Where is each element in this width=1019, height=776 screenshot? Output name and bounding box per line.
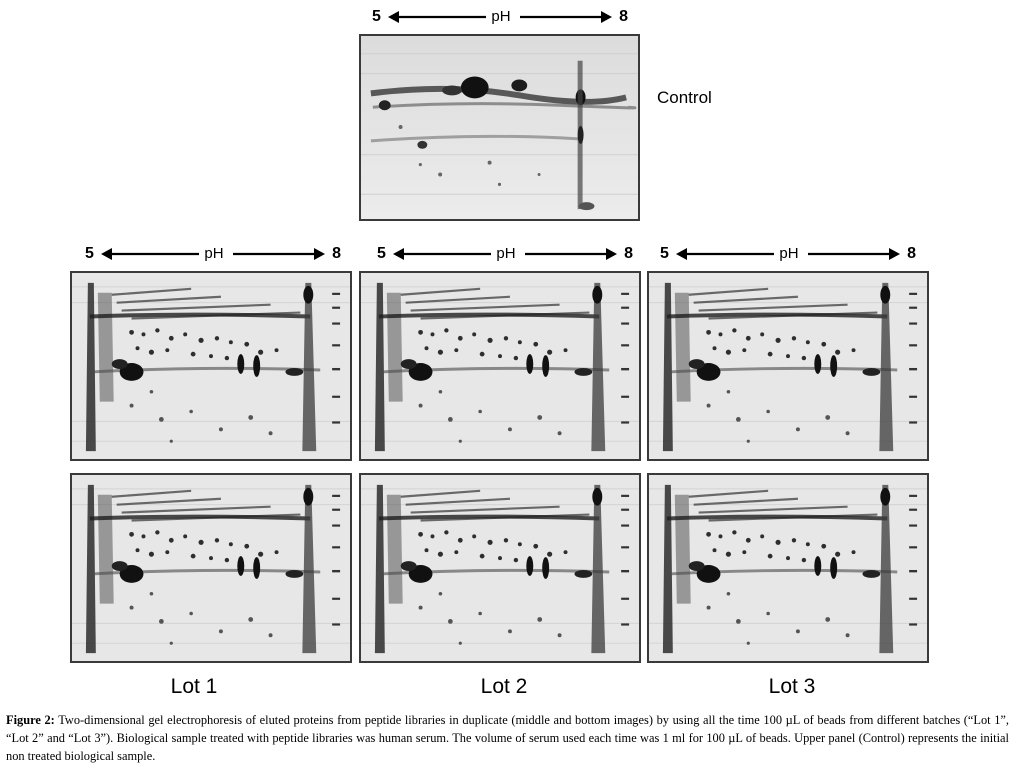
ph-arrow-left: [393, 248, 491, 260]
ph-arrow-right: [520, 11, 612, 23]
lot1-label: Lot 1: [170, 675, 218, 698]
ph-label: pH: [204, 245, 224, 262]
ph-arrow-right: [808, 248, 900, 260]
caption-text: Two-dimensional gel electrophoresis of e…: [6, 713, 1009, 763]
control-gel-image: [359, 34, 640, 221]
ph-label: pH: [491, 8, 511, 25]
ph-low-label: 5: [660, 245, 669, 262]
ph-arrow-left: [388, 11, 486, 23]
lot1-gel-image-bottom: [70, 473, 352, 663]
lot3-label: Lot 3: [768, 675, 816, 698]
lot3-gel-image-bottom: [647, 473, 929, 663]
ph-axis-lot1: 5 pH 8: [85, 244, 341, 264]
ph-arrow-right: [233, 248, 325, 260]
ph-arrow-right: [525, 248, 617, 260]
ph-low-label: 5: [377, 245, 386, 262]
ph-axis-lot2: 5 pH 8: [377, 244, 633, 264]
lot2-gel-image-bottom: [359, 473, 641, 663]
ph-arrow-left: [101, 248, 199, 260]
figure-caption: Figure 2: Two-dimensional gel electropho…: [6, 711, 1009, 765]
ph-high-label: 8: [624, 245, 633, 262]
lot2-label: Lot 2: [480, 675, 528, 698]
ph-label: pH: [496, 245, 516, 262]
ph-high-label: 8: [907, 245, 916, 262]
lot1-gel-image-top: [70, 271, 352, 461]
control-label: Control: [657, 88, 712, 107]
ph-low-label: 5: [85, 245, 94, 262]
ph-high-label: 8: [332, 245, 341, 262]
ph-arrow-left: [676, 248, 774, 260]
ph-low-label: 5: [372, 8, 381, 25]
ph-axis-control: 5 pH 8: [372, 7, 628, 27]
caption-title: Figure 2:: [6, 713, 55, 727]
lot3-gel-image-top: [647, 271, 929, 461]
ph-label: pH: [779, 245, 799, 262]
ph-axis-lot3: 5 pH 8: [660, 244, 916, 264]
ph-high-label: 8: [619, 8, 628, 25]
lot2-gel-image-top: [359, 271, 641, 461]
